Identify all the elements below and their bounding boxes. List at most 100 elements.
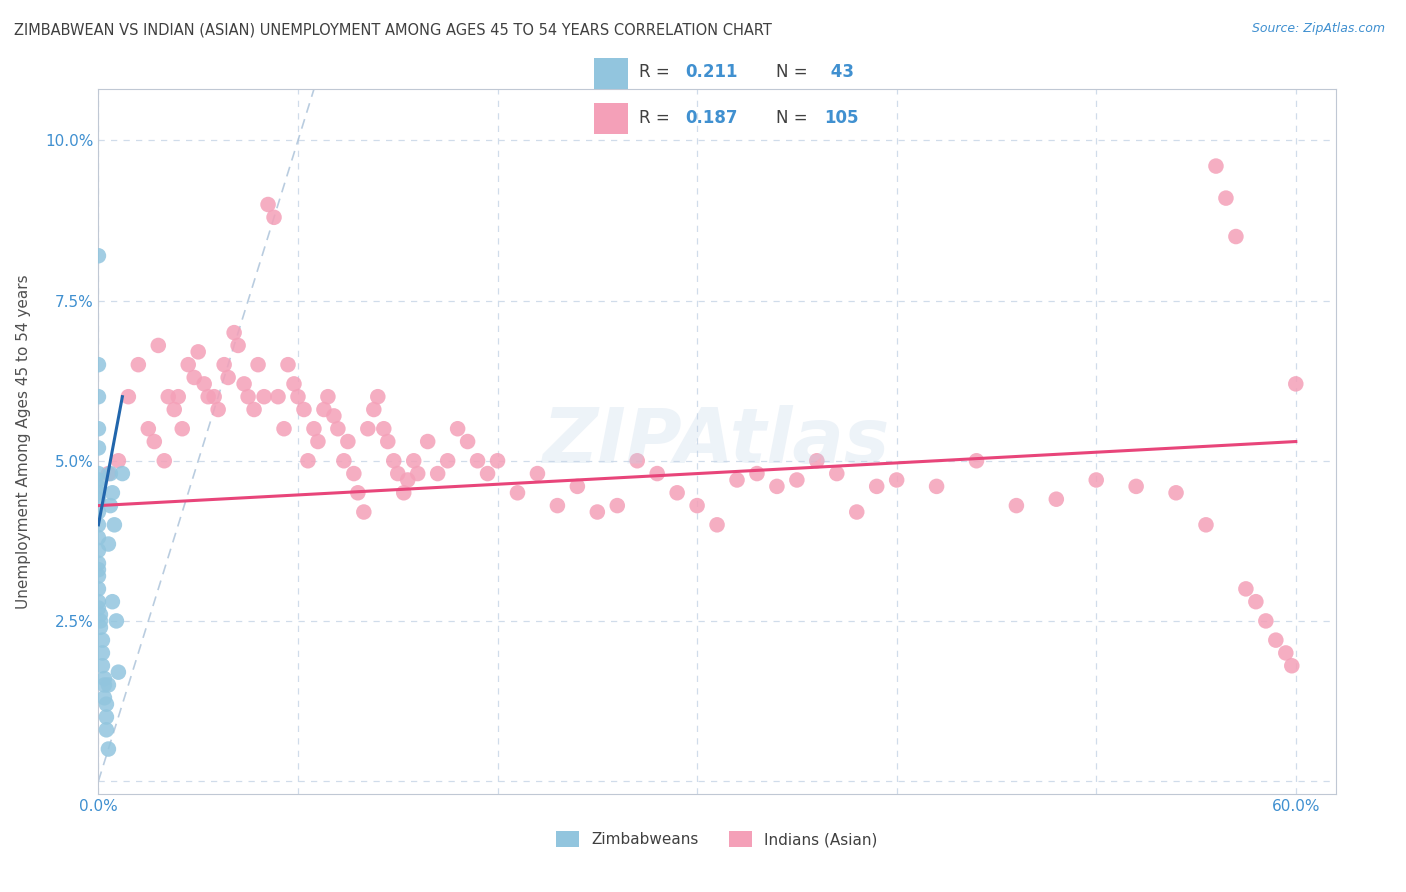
- Text: R =: R =: [638, 63, 675, 81]
- Point: [297, 454, 319, 468]
- Point: [163, 402, 186, 417]
- Point: [283, 376, 305, 391]
- Point: [127, 358, 149, 372]
- Point: [87, 492, 110, 507]
- Point: [89, 620, 111, 634]
- Point: [107, 454, 129, 468]
- Point: [91, 646, 114, 660]
- Point: [387, 467, 409, 481]
- Point: [1195, 517, 1218, 532]
- Point: [187, 344, 209, 359]
- Point: [100, 467, 122, 481]
- Point: [87, 601, 110, 615]
- Point: [87, 441, 110, 455]
- Point: [966, 454, 988, 468]
- Point: [87, 358, 110, 372]
- Point: [100, 499, 122, 513]
- Point: [1244, 595, 1267, 609]
- Point: [87, 556, 110, 570]
- Point: [886, 473, 908, 487]
- FancyBboxPatch shape: [593, 58, 628, 88]
- Point: [87, 582, 110, 596]
- Point: [1045, 492, 1067, 507]
- Point: [436, 454, 458, 468]
- Point: [336, 434, 359, 449]
- Point: [546, 499, 568, 513]
- Point: [236, 390, 259, 404]
- Point: [1085, 473, 1108, 487]
- Point: [107, 665, 129, 680]
- Legend: Zimbabweans, Indians (Asian): Zimbabweans, Indians (Asian): [550, 825, 884, 853]
- Point: [136, 422, 159, 436]
- Text: 0.187: 0.187: [685, 110, 738, 128]
- FancyBboxPatch shape: [593, 103, 628, 134]
- Text: ZIPAtlas: ZIPAtlas: [543, 405, 891, 478]
- Point: [89, 607, 111, 622]
- Point: [925, 479, 948, 493]
- Point: [446, 422, 468, 436]
- Point: [1164, 485, 1187, 500]
- Point: [277, 358, 299, 372]
- Y-axis label: Unemployment Among Ages 45 to 54 years: Unemployment Among Ages 45 to 54 years: [17, 274, 31, 609]
- Point: [686, 499, 709, 513]
- Point: [233, 376, 256, 391]
- Point: [105, 614, 128, 628]
- Point: [87, 531, 110, 545]
- Point: [357, 422, 380, 436]
- Point: [725, 473, 748, 487]
- Point: [224, 326, 246, 340]
- Point: [267, 390, 290, 404]
- Point: [866, 479, 889, 493]
- Point: [1205, 159, 1227, 173]
- Point: [197, 390, 219, 404]
- Point: [377, 434, 399, 449]
- Point: [97, 678, 120, 692]
- Point: [87, 390, 110, 404]
- Point: [257, 197, 280, 211]
- Point: [316, 390, 339, 404]
- Point: [606, 499, 628, 513]
- Point: [786, 473, 808, 487]
- Point: [87, 563, 110, 577]
- Point: [91, 658, 114, 673]
- Point: [89, 614, 111, 628]
- Point: [1275, 646, 1298, 660]
- Point: [212, 358, 235, 372]
- Point: [263, 211, 285, 225]
- Point: [87, 543, 110, 558]
- Point: [766, 479, 789, 493]
- Point: [97, 467, 120, 481]
- Point: [406, 467, 429, 481]
- Text: Source: ZipAtlas.com: Source: ZipAtlas.com: [1251, 22, 1385, 36]
- Point: [526, 467, 548, 481]
- Point: [363, 402, 385, 417]
- Point: [273, 422, 295, 436]
- Point: [302, 422, 325, 436]
- Point: [1234, 582, 1257, 596]
- Point: [1285, 376, 1308, 391]
- Point: [292, 402, 315, 417]
- Point: [312, 402, 335, 417]
- Point: [1254, 614, 1277, 628]
- Point: [402, 454, 425, 468]
- Point: [87, 595, 110, 609]
- Point: [506, 485, 529, 500]
- Point: [183, 370, 205, 384]
- Point: [96, 710, 118, 724]
- Point: [426, 467, 449, 481]
- Point: [1281, 658, 1303, 673]
- Point: [87, 249, 110, 263]
- Point: [1125, 479, 1147, 493]
- Point: [373, 422, 395, 436]
- Point: [353, 505, 375, 519]
- Point: [87, 479, 110, 493]
- Point: [217, 370, 239, 384]
- Point: [586, 505, 609, 519]
- Point: [207, 402, 229, 417]
- Point: [148, 338, 170, 352]
- Point: [87, 485, 110, 500]
- Point: [467, 454, 489, 468]
- Point: [477, 467, 499, 481]
- Point: [167, 390, 190, 404]
- Point: [143, 434, 166, 449]
